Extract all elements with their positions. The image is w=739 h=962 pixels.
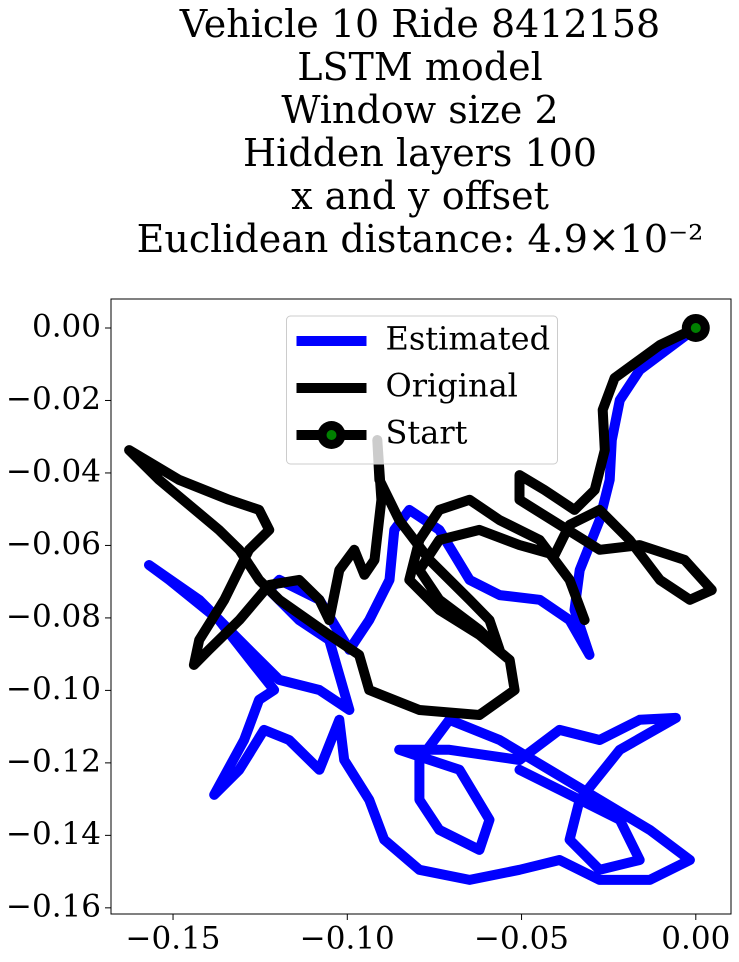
legend-label: Estimated bbox=[386, 320, 551, 358]
chart-title: Euclidean distance: 4.9×10⁻² bbox=[137, 217, 704, 261]
chart-title: Window size 2 bbox=[281, 88, 558, 132]
y-tick-label: −0.02 bbox=[6, 381, 101, 417]
y-tick-label: −0.14 bbox=[6, 816, 101, 852]
chart-title: LSTM model bbox=[297, 45, 542, 89]
marker-inner bbox=[690, 322, 701, 333]
plot-frame bbox=[110, 298, 732, 915]
chart-title: Vehicle 10 Ride 8412158 bbox=[179, 2, 660, 46]
x-tick-label: −0.15 bbox=[126, 921, 221, 957]
legend-label: Start bbox=[386, 414, 468, 452]
y-tick-label: −0.04 bbox=[6, 453, 101, 489]
y-tick-label: −0.10 bbox=[6, 671, 101, 707]
x-tick-label: 0.00 bbox=[661, 921, 730, 957]
legend: Estimated Original Start bbox=[286, 315, 558, 465]
chart-title: Hidden layers 100 bbox=[243, 131, 597, 175]
legend-marker-inner bbox=[326, 430, 337, 440]
x-tick-label: −0.05 bbox=[474, 921, 569, 957]
y-tick-label: −0.06 bbox=[6, 526, 101, 562]
y-tick-label: 0.00 bbox=[32, 308, 101, 344]
legend-label: Original bbox=[386, 367, 518, 405]
y-tick-label: −0.08 bbox=[6, 598, 101, 634]
y-tick-label: −0.12 bbox=[6, 743, 101, 779]
y-tick-label: −0.16 bbox=[6, 888, 101, 924]
legend-box bbox=[286, 315, 558, 465]
chart-title: x and y offset bbox=[291, 174, 549, 218]
x-tick-label: −0.10 bbox=[300, 921, 395, 957]
trajectory-line bbox=[124, 323, 717, 720]
start-marker bbox=[681, 313, 710, 342]
